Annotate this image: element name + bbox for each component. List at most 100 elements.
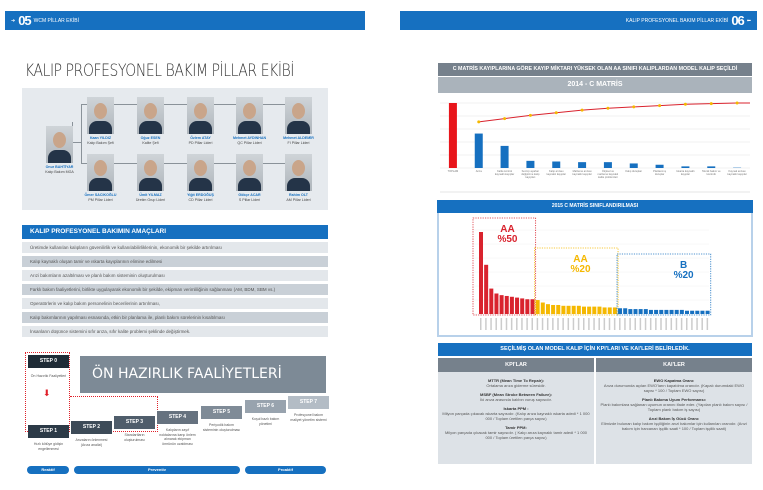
- class-label: B: [680, 260, 687, 271]
- bar: [526, 160, 535, 168]
- bar: [695, 310, 700, 314]
- cumulative-point: [709, 102, 713, 106]
- x-tick-mark: [588, 318, 590, 330]
- page-title: KALIP PROFESYONEL BAKIM PİLLAR EKİBİ: [25, 61, 294, 81]
- bar: [551, 304, 556, 314]
- step-desc: Standartların oluşturulması: [124, 433, 145, 442]
- class-label: AA: [500, 224, 514, 235]
- x-tick-mark: [686, 318, 688, 330]
- x-tick-label: Kalite kontrol kaynaklı kayıplar: [494, 170, 515, 176]
- person-caption: Kaan YILDIZ Kalıp Bakım Şefi: [78, 136, 124, 145]
- chart1-subtitle: 2014 - C MATRİS: [438, 77, 752, 93]
- x-tick-mark: [516, 318, 518, 330]
- x-tick-mark: [624, 318, 626, 330]
- x-tick-mark: [505, 318, 508, 330]
- bar: [643, 309, 648, 314]
- goal-item: Kalıp kaynaklı oluşan tamir ve ıskarta k…: [22, 256, 328, 267]
- x-tick-label: Set-Up ayarları değiştirme kalıp kayıpla…: [521, 170, 540, 179]
- bar: [629, 163, 638, 168]
- x-tick-mark: [531, 318, 533, 330]
- bar: [664, 309, 669, 314]
- x-tick-mark: [660, 318, 662, 330]
- person-name: Gökçe ACAR: [238, 193, 261, 197]
- bar: [707, 166, 716, 168]
- bar: [612, 307, 617, 314]
- person-caption: Mehmet AYDINHAN QC Pillar Lideri: [227, 136, 273, 145]
- x-tick-mark: [485, 318, 487, 330]
- person-role: Kalite Şefi: [142, 140, 159, 145]
- bar: [679, 309, 684, 314]
- person-photo: [137, 154, 164, 191]
- bar: [659, 309, 664, 314]
- cumulative-point: [503, 117, 507, 121]
- class-region: [472, 217, 537, 316]
- person-name: Mehmet AYDINHAN: [232, 136, 267, 140]
- arrow-left-icon: ⬅: [746, 17, 751, 24]
- bar: [499, 295, 504, 314]
- person-name: Rahim OLT: [289, 193, 308, 197]
- person-role: S Pillar Lideri: [238, 197, 261, 202]
- person-caption: Ömer SACIKOĞLU PM Pillar Lideri: [78, 193, 124, 202]
- metric-desc: Milyon parçada çıkacak ıskarta sayısıdır…: [442, 411, 590, 421]
- goals-table: KALIP PROFESYONEL BAKIMIN AMAÇLARI Üreti…: [22, 225, 328, 337]
- bar: [479, 232, 483, 314]
- x-tick-mark: [495, 318, 497, 330]
- chart2-title: 2015 C MATRİS SINIFLANDIRILMASI: [437, 200, 753, 213]
- class-share: %20: [674, 270, 694, 281]
- cumulative-point: [580, 108, 584, 112]
- x-tick-label: Kalıp duruşları: [625, 170, 643, 173]
- person-role: PD Pillar Lideri: [188, 140, 213, 145]
- x-tick-mark: [552, 318, 554, 330]
- bar: [655, 164, 664, 168]
- step-0: STEP 0: [28, 355, 69, 368]
- bar: [628, 309, 633, 314]
- person-name: Onur BAHTİYAR: [45, 165, 74, 169]
- metric-item: Tamir PPM: Milyon parçada çıkacak tamir s…: [442, 425, 590, 440]
- x-tick-label: Iskarta kaynaklı kayıplar: [676, 170, 695, 176]
- person-photo: [187, 97, 214, 134]
- phase-preventiv: Preventiv: [74, 466, 240, 474]
- bar: [500, 145, 509, 168]
- metric-name: Arızi Bakım İş Gücü Oranı:: [648, 416, 700, 421]
- bar: [592, 306, 597, 314]
- x-tick-mark: [608, 318, 611, 330]
- metric-desc: Ortalama arıza giderme süresidir.: [486, 383, 546, 388]
- bar: [597, 306, 602, 314]
- metric-item: Arızi Bakım İş Gücü Oranı: Elimizde bulun…: [600, 416, 748, 431]
- person-name: Özlem ATAY: [190, 136, 211, 140]
- x-tick-mark: [583, 318, 585, 330]
- step-4: STEP 4: [157, 411, 198, 424]
- arrow-right-icon: ➜: [11, 17, 16, 24]
- metric-name: Planlı Bakıma Uyum Performansı:: [641, 397, 707, 402]
- x-tick-mark: [526, 318, 528, 330]
- cumulative-point: [528, 113, 532, 117]
- x-tick-mark: [598, 318, 600, 330]
- x-tick-label: Malzeme arızası kaynaklı kayıplar: [572, 170, 592, 176]
- x-tick-mark: [649, 318, 652, 330]
- bar: [530, 299, 535, 314]
- person-caption: Yiğit ERDOĞUŞ CD Pillar Lideri: [178, 193, 224, 202]
- kpi-header: KPI'LAR: [438, 358, 594, 372]
- goal-item: Kalıp bakımlarının yapılması esnasında, …: [22, 312, 328, 323]
- x-tick-mark: [567, 318, 570, 330]
- person-caption: Rahim OLT AM Pillar Lideri: [276, 193, 322, 202]
- metric-item: MSBF (Mean Stroke Between Failure): İki a…: [442, 392, 590, 402]
- x-tick-mark: [480, 318, 482, 330]
- bar: [602, 307, 607, 314]
- x-tick-mark: [670, 318, 673, 330]
- x-tick-mark: [706, 318, 709, 330]
- bar: [638, 309, 643, 314]
- goal-item: Üretimde kullanılan kalıpların güvenilir…: [22, 242, 328, 253]
- page-number: 05: [18, 13, 32, 28]
- phase-reaktif: Reaktif: [27, 466, 69, 474]
- step-0-desc: Ön Hazırlık Faaliyetleri: [30, 374, 67, 378]
- step-1: STEP 1: [28, 425, 69, 438]
- section-title: WCM PİLLAR EKİBİ: [33, 17, 79, 24]
- x-tick-label: Kaynak arızası kaynaklı kayıplar: [727, 170, 747, 176]
- cumulative-point: [477, 120, 481, 124]
- bar: [448, 103, 457, 168]
- bar: [690, 310, 695, 314]
- x-tick-label: Ölçüsel ve malzeme kaynaklı kalite probl…: [597, 170, 619, 179]
- person-photo: [46, 126, 73, 163]
